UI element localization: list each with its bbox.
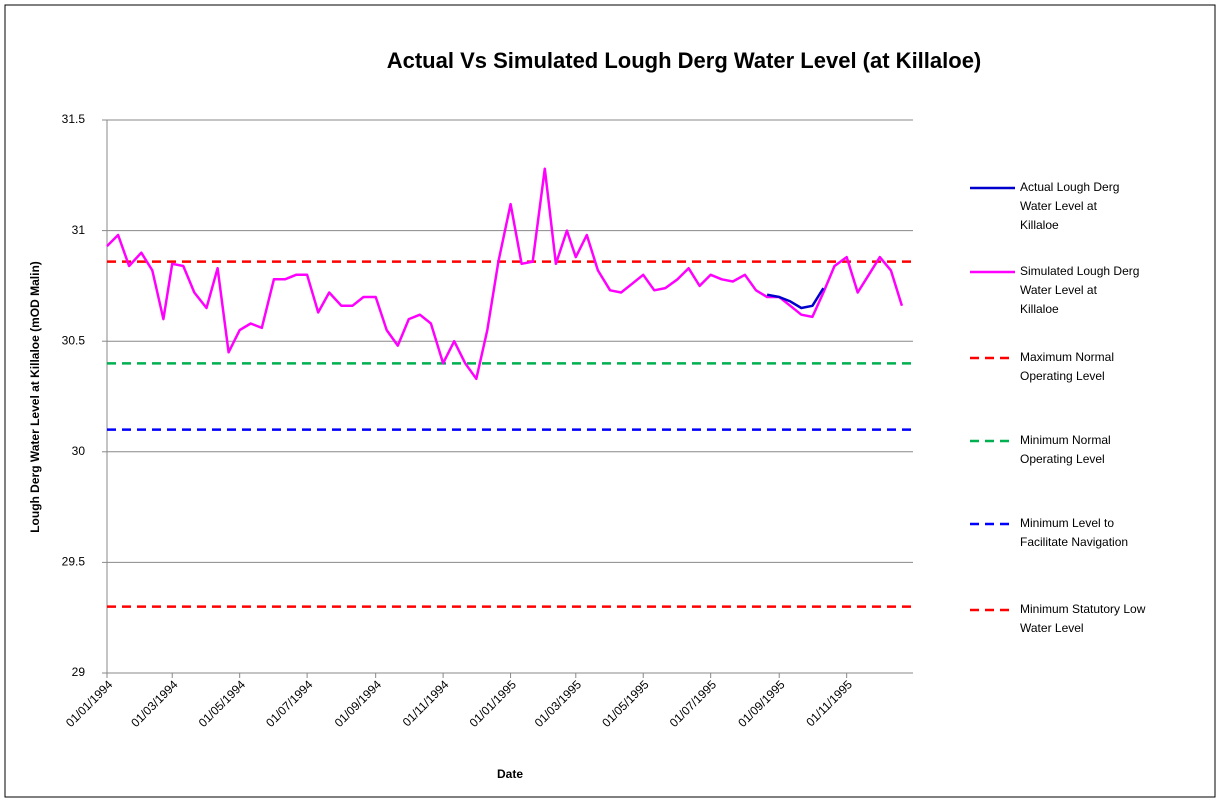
series-line: [106, 167, 904, 381]
legend-label: Minimum Statutory Low Water Level: [1020, 602, 1146, 635]
chart-title: Actual Vs Simulated Lough Derg Water Lev…: [387, 48, 982, 73]
legend-label: Actual Lough Derg Water Level at Killaloe: [1020, 180, 1119, 232]
legend-label: Simulated Lough Derg Water Level at Killal…: [1020, 264, 1139, 316]
legend-label: Minimum Normal Operating Level: [1020, 433, 1111, 466]
series-line: [766, 287, 825, 310]
x-axis-label: Date: [497, 767, 523, 781]
y-axis-label: Lough Derg Water Level at Killaloe (mOD …: [28, 261, 42, 533]
y-tick-label: 31.5: [62, 112, 86, 126]
y-tick-label: 30: [72, 444, 86, 458]
y-tick-label: 31: [72, 223, 86, 237]
chart-border: [4, 4, 1216, 798]
legend-label: Minimum Level to Facilitate Navigation: [1020, 516, 1128, 549]
y-tick-label: 29.5: [62, 555, 86, 569]
legend-label: Maximum Normal Operating Level: [1020, 350, 1114, 383]
y-tick-label: 29: [72, 665, 86, 679]
y-tick-label: 30.5: [62, 333, 86, 347]
